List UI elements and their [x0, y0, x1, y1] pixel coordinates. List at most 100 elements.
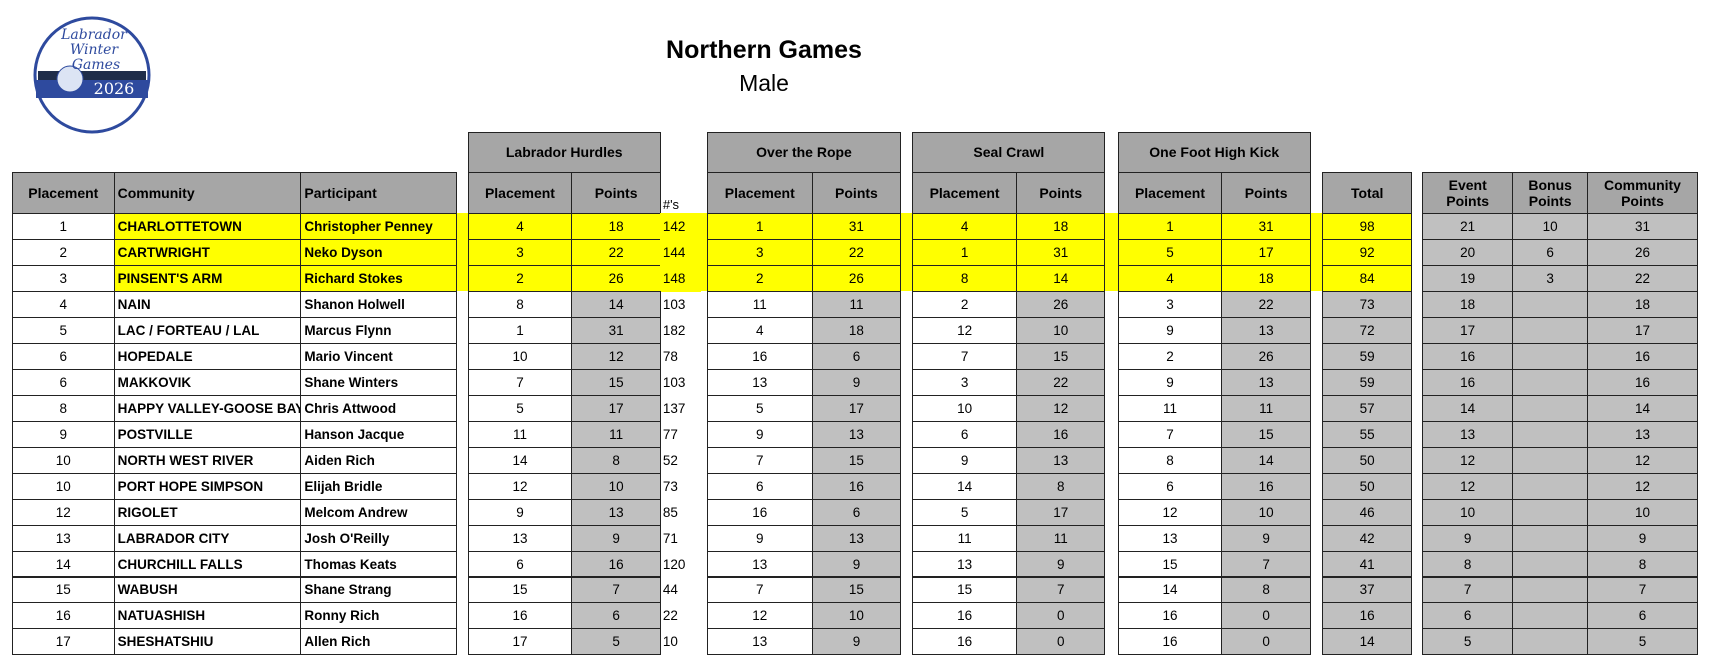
logo-text: Winter	[70, 42, 120, 58]
table-cell: 15	[12, 576, 115, 604]
table-cell: 7	[1422, 576, 1513, 604]
table-cell: 13	[12, 524, 115, 552]
table-cell: NAIN	[113, 290, 302, 318]
table-cell: 17	[1016, 498, 1106, 526]
table-cell: 7	[1221, 550, 1311, 578]
table-cell: 103	[662, 296, 686, 312]
table-cell: 9	[1587, 524, 1698, 552]
column-header: Points	[571, 171, 661, 215]
table-cell: Melcom Andrew	[300, 498, 457, 526]
table-cell: 6	[811, 498, 902, 526]
table-cell: 50	[1321, 446, 1413, 474]
table-cell: WABUSH	[113, 576, 302, 604]
table-cell: 11	[467, 420, 573, 448]
table-cell: 13	[912, 550, 1017, 578]
table-cell: 9	[12, 420, 115, 448]
table-cell: LAC / FORTEAU / LAL	[113, 316, 302, 344]
column-header: Bonus Points	[1511, 171, 1589, 215]
table-cell: 8	[1587, 550, 1698, 578]
title: Northern Games	[666, 36, 862, 64]
table-cell: 13	[1221, 316, 1311, 344]
table-cell: 12	[467, 472, 573, 500]
table-cell: 137	[662, 400, 686, 416]
table-cell: 8	[912, 264, 1017, 292]
table-cell: 3	[12, 264, 115, 292]
table-cell: 72	[1321, 316, 1413, 344]
table-cell: 16	[912, 628, 1017, 656]
table-cell: 8	[12, 394, 115, 422]
subtitle: Male	[739, 70, 789, 96]
table-cell: 13	[1016, 446, 1106, 474]
table-cell: 2	[467, 264, 573, 292]
table-cell: CHURCHILL FALLS	[113, 550, 302, 578]
table-cell: 16	[912, 602, 1017, 630]
table-cell: 42	[1321, 524, 1413, 552]
table-cell: 71	[662, 530, 678, 546]
table-cell: 0	[1221, 628, 1311, 656]
table-cell: 17	[571, 394, 661, 422]
logo-year: 2026	[94, 79, 135, 98]
table-cell	[1511, 446, 1589, 474]
table-cell: 9	[706, 420, 813, 448]
table-cell: 4	[912, 213, 1017, 240]
table-cell: 15	[811, 446, 902, 474]
table-cell: 10	[1016, 316, 1106, 344]
table-cell: Josh O'Reilly	[300, 524, 457, 552]
table-cell: 18	[1422, 290, 1513, 318]
table-cell: CHARLOTTETOWN	[113, 213, 302, 240]
table-cell: 0	[1016, 628, 1106, 656]
table-cell: 17	[1221, 238, 1311, 266]
table-cell: 1	[706, 213, 813, 240]
table-cell: 7	[1117, 420, 1223, 448]
table-cell: 2	[706, 264, 813, 292]
table-cell: 4	[706, 316, 813, 344]
table-cell: 6	[1511, 238, 1589, 266]
table-cell: 10	[12, 472, 115, 500]
table-cell: 142	[659, 213, 702, 240]
table-cell: 1	[1117, 213, 1223, 240]
table-cell: Allen Rich	[300, 628, 457, 656]
table-cell: 55	[1321, 420, 1413, 448]
table-cell: 5	[912, 498, 1017, 526]
table-cell: 0	[1221, 602, 1311, 630]
logo: Labrador Winter Games 2026	[33, 16, 151, 134]
table-cell: 57	[1321, 394, 1413, 422]
table-cell: 22	[1587, 264, 1698, 292]
table-cell: 12	[1117, 498, 1223, 526]
table-cell: 9	[1221, 524, 1311, 552]
table-cell: 0	[1016, 602, 1106, 630]
table-cell: 120	[662, 556, 686, 572]
table-cell: POSTVILLE	[113, 420, 302, 448]
table-cell: 73	[1321, 290, 1413, 318]
table-cell: 26	[571, 264, 661, 292]
table-cell: 14	[1587, 394, 1698, 422]
table-cell: 8	[1016, 472, 1106, 500]
table-cell: 16	[1321, 602, 1413, 630]
table-cell: 50	[1321, 472, 1413, 500]
table-cell: 6	[1422, 602, 1513, 630]
table-cell: 10	[12, 446, 115, 474]
table-cell	[1511, 368, 1589, 396]
table-cell: 16	[706, 498, 813, 526]
table-cell: 15	[1221, 420, 1311, 448]
table-cell: 13	[706, 550, 813, 578]
table-cell: 11	[811, 290, 902, 318]
table-cell: 31	[1587, 213, 1698, 240]
table-cell: 11	[571, 420, 661, 448]
column-header: Placement	[912, 171, 1017, 215]
table-cell: 5	[12, 316, 115, 344]
table-cell: 8	[1422, 550, 1513, 578]
table-cell: 13	[467, 524, 573, 552]
table-cell: Chris Attwood	[300, 394, 457, 422]
table-cell: 5	[1587, 628, 1698, 656]
table-cell: 9	[811, 628, 902, 656]
table-cell: MAKKOVIK	[113, 368, 302, 396]
table-cell: 26	[811, 264, 902, 292]
table-cell: 16	[1587, 368, 1698, 396]
table-cell: 12	[912, 316, 1017, 344]
table-cell: 18	[811, 316, 902, 344]
event-header: Over the Rope	[706, 132, 902, 173]
table-cell: 11	[1016, 524, 1106, 552]
table-cell: 15	[571, 368, 661, 396]
